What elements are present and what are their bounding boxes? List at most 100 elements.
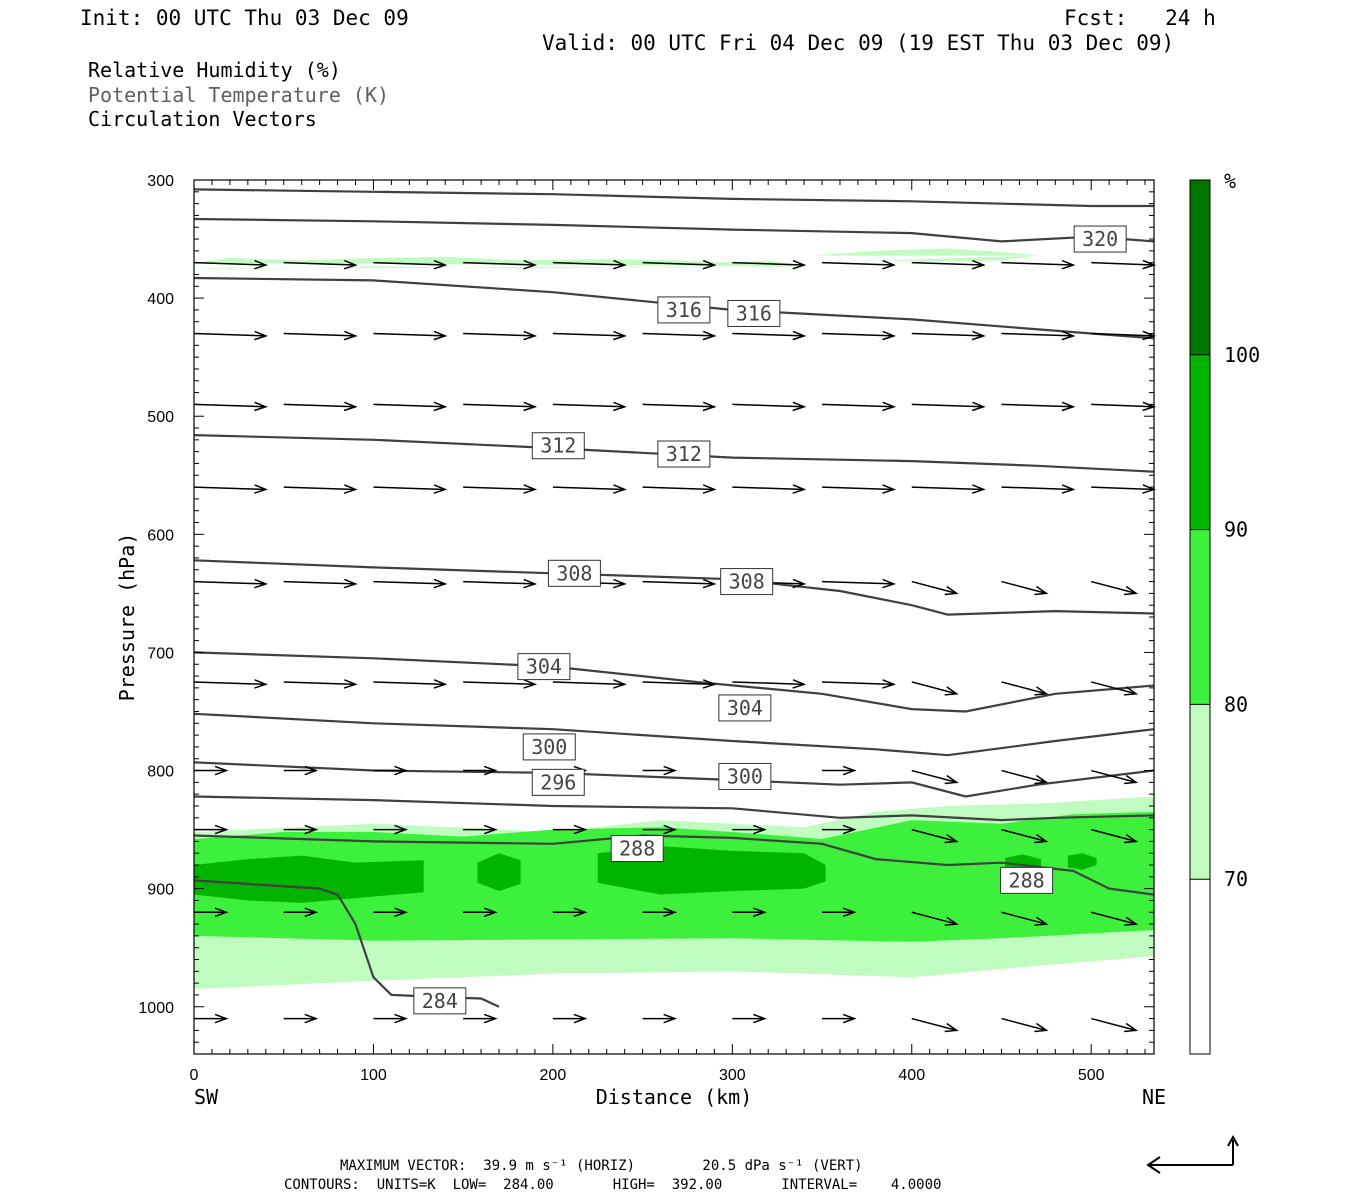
y-tick-label: 400: [147, 291, 174, 308]
contour-label-box: [657, 440, 711, 468]
circulation-vector: [1001, 403, 1074, 408]
legend-theta: Potential Temperature (K): [88, 83, 390, 107]
colorbar-level-label: 100: [1224, 343, 1260, 367]
contour-label: 308: [729, 570, 765, 594]
vector-arrowhead: [792, 401, 807, 412]
y-tick-label: 700: [147, 645, 174, 662]
vector-arrowhead: [702, 679, 717, 689]
vector-arrowhead: [971, 259, 986, 270]
circulation-vector: [732, 403, 805, 408]
rh-core-90: [194, 855, 424, 903]
x-end-left: SW: [194, 1085, 219, 1109]
vector-arrowhead: [1061, 259, 1076, 270]
circulation-vector: [1001, 261, 1074, 266]
vector-arrowhead: [523, 578, 538, 589]
circulation-vector: [1001, 828, 1047, 843]
contour-label-box: [531, 768, 585, 796]
vector-arrowhead: [613, 330, 627, 341]
colorbar-level-label: 90: [1224, 518, 1248, 542]
circulation-vector: [193, 681, 266, 686]
valid-time: Valid: 00 UTC Fri 04 Dec 09 (19 EST Thu …: [542, 31, 1175, 55]
y-tick-label: 800: [147, 764, 174, 781]
theta-contour-312: [193, 559, 1155, 616]
colorbar-border: [1189, 179, 1211, 1055]
vector-arrowhead: [882, 259, 896, 270]
vector-arrowhead: [842, 765, 857, 776]
vector-arrowhead: [792, 259, 807, 270]
vector-arrowhead: [971, 484, 986, 494]
theta-contour-288: [193, 834, 1155, 896]
vector-arrowhead: [613, 259, 627, 270]
circulation-vector: [373, 403, 446, 408]
circulation-vector: [552, 332, 625, 337]
circulation-vector: [552, 261, 625, 266]
vector-arrowhead: [394, 1013, 408, 1024]
circulation-vector: [642, 681, 715, 686]
contour-label: 316: [736, 301, 772, 325]
vector-arrowhead: [433, 401, 448, 412]
circulation-vector: [1001, 332, 1074, 337]
circulation-vector: [911, 1017, 957, 1032]
vector-arrowhead: [1124, 686, 1139, 696]
circulation-vector: [283, 261, 356, 266]
forecast-hour: Fcst: 24 h: [1064, 6, 1216, 30]
vector-arrowhead: [214, 765, 229, 776]
vector-arrowhead: [842, 824, 857, 835]
circulation-vector: [642, 580, 715, 585]
vector-arrowhead: [343, 578, 358, 589]
vector-arrowhead: [792, 330, 807, 341]
x-tick-label: 200: [540, 1067, 567, 1084]
vector-arrowhead: [882, 679, 896, 689]
circulation-vector: [1001, 681, 1047, 695]
circulation-vector: [1091, 1017, 1137, 1032]
vector-arrowhead: [882, 401, 896, 412]
vector-arrowhead: [944, 916, 959, 926]
vector-arrowhead: [523, 401, 538, 412]
contour-labels: 320 316 316 312 312 308 308 304 304 300 300 296 288 2…: [413, 225, 1127, 1015]
contour-label-box: [522, 733, 576, 761]
circulation-vector: [193, 332, 266, 337]
vector-arrowhead: [483, 824, 498, 835]
colorbar: % 70 80 90 100: [1189, 169, 1260, 1055]
circulation-vector: [373, 681, 446, 686]
circulation-vector: [822, 332, 894, 337]
vector-arrowhead: [753, 907, 767, 918]
vector-arrowhead: [304, 824, 319, 835]
circulation-vector: [283, 681, 356, 686]
circulation-vector: [373, 580, 446, 585]
vector-arrowhead: [254, 259, 268, 270]
circulation-vector: [373, 332, 446, 337]
vector-arrowhead: [1124, 833, 1139, 844]
x-tick-label: 400: [898, 1067, 925, 1084]
vector-arrowhead: [971, 401, 986, 412]
vector-arrowhead: [343, 259, 358, 270]
vector-arrowhead: [523, 330, 538, 341]
circulation-vector: [463, 332, 535, 337]
circulation-vector: [193, 403, 266, 408]
contour-label: 312: [666, 442, 702, 466]
circulation-vector: [911, 332, 984, 337]
y-tick-label: 600: [147, 527, 174, 544]
circulation-vector: [911, 580, 957, 595]
contour-label-box: [720, 568, 774, 596]
circulation-vector: [1001, 769, 1047, 784]
vector-arrowhead: [1034, 686, 1049, 696]
legend-vectors: Circulation Vectors: [88, 107, 317, 131]
contour-label: 288: [1009, 868, 1045, 892]
vector-arrowhead: [343, 330, 358, 341]
vector-arrowhead: [254, 679, 268, 689]
theta-contour-308: [193, 651, 1155, 713]
vector-arrowhead: [343, 679, 358, 689]
contour-label: 296: [540, 770, 576, 794]
circulation-vector: [463, 580, 535, 585]
theta-contour-324: [193, 217, 1155, 243]
contour-label: 300: [727, 764, 763, 788]
vector-arrowhead: [483, 765, 498, 776]
colorbar-band-100: [1190, 180, 1210, 355]
vector-arrowhead: [304, 907, 319, 918]
circulation-vector: [283, 332, 356, 337]
circulation-vector: [642, 403, 715, 408]
y-tick-label: 500: [147, 409, 174, 426]
vector-arrowhead: [702, 401, 717, 412]
vector-arrowhead: [1034, 774, 1049, 785]
